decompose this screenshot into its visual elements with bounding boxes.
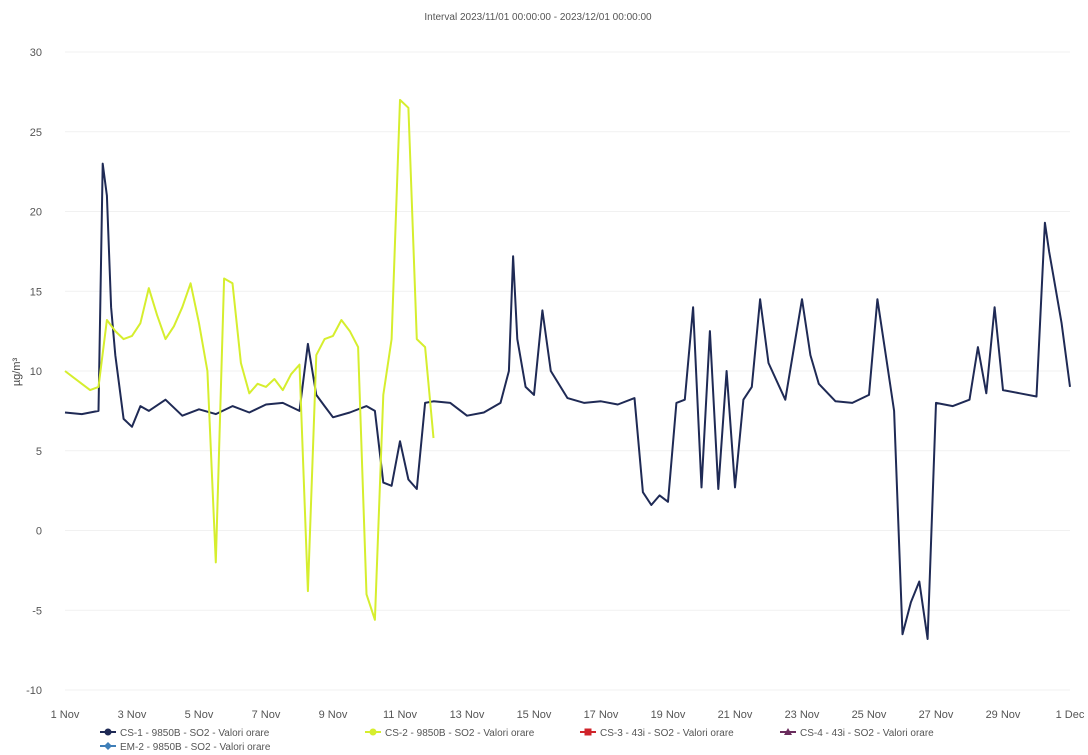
- y-tick-label: 20: [30, 207, 42, 219]
- y-axis-ticks: 30 25 20 15 10 5 0 -5 -10: [26, 47, 42, 697]
- y-tick-label: 15: [30, 286, 42, 298]
- y-tick-label: -10: [26, 685, 42, 697]
- y-tick-label: 0: [36, 526, 42, 538]
- x-tick-label: 5 Nov: [185, 709, 214, 721]
- chart-legend: CS-1 - 9850B - SO2 - Valori orare CS-2 - …: [100, 728, 934, 753]
- x-tick-label: 7 Nov: [252, 709, 281, 721]
- legend-item-2[interactable]: CS-2 - 9850B - SO2 - Valori orare: [365, 728, 535, 739]
- legend-marker-2: [369, 728, 377, 736]
- legend-label: CS-1 - 9850B - SO2 - Valori orare: [120, 728, 270, 739]
- grid-lines: [65, 51, 1070, 691]
- x-tick-label: 3 Nov: [118, 709, 147, 721]
- x-tick-label: 1 Dec: [1056, 709, 1085, 721]
- y-tick-label: 10: [30, 366, 42, 378]
- x-tick-label: 17 Nov: [584, 709, 619, 721]
- series-lines: [64, 98, 1071, 640]
- x-tick-label: 1 Nov: [51, 709, 80, 721]
- x-tick-label: 29 Nov: [986, 709, 1021, 721]
- x-tick-label: 9 Nov: [319, 709, 348, 721]
- legend-marker-4: [784, 728, 792, 735]
- y-axis-label: µg/m³: [11, 357, 23, 386]
- x-tick-label: 13 Nov: [450, 709, 485, 721]
- y-tick-label: 30: [30, 47, 42, 59]
- legend-item-5[interactable]: EM-2 - 9850B - SO2 - Valori orare: [100, 742, 271, 753]
- series-line-2: [64, 98, 435, 621]
- legend-label: EM-2 - 9850B - SO2 - Valori orare: [120, 742, 271, 753]
- legend-label: CS-3 - 43i - SO2 - Valori orare: [600, 728, 734, 739]
- x-tick-label: 15 Nov: [517, 709, 552, 721]
- legend-item-1[interactable]: CS-1 - 9850B - SO2 - Valori orare: [100, 728, 270, 739]
- x-tick-label: 19 Nov: [651, 709, 686, 721]
- y-tick-label: 5: [36, 446, 42, 458]
- legend-item-4[interactable]: CS-4 - 43i - SO2 - Valori orare: [780, 728, 934, 739]
- chart-title: Interval 2023/11/01 00:00:00 - 2023/12/0…: [424, 12, 652, 23]
- y-tick-label: 25: [30, 127, 42, 139]
- x-tick-label: 23 Nov: [785, 709, 820, 721]
- x-tick-label: 27 Nov: [919, 709, 954, 721]
- x-tick-label: 21 Nov: [718, 709, 753, 721]
- x-tick-label: 25 Nov: [852, 709, 887, 721]
- x-tick-label: 11 Nov: [383, 709, 418, 721]
- legend-label: CS-4 - 43i - SO2 - Valori orare: [800, 728, 934, 739]
- y-tick-label: -5: [32, 605, 42, 617]
- legend-marker-5: [104, 742, 112, 750]
- x-axis-ticks: 1 Nov 3 Nov 5 Nov 7 Nov 9 Nov 11 Nov 13 Nov 15 …: [51, 709, 1085, 721]
- legend-marker-1: [104, 728, 112, 736]
- legend-item-3[interactable]: CS-3 - 43i - SO2 - Valori orare: [580, 728, 734, 739]
- series-line-1: [64, 162, 1071, 640]
- legend-label: CS-2 - 9850B - SO2 - Valori orare: [385, 728, 535, 739]
- legend-marker-3: [584, 728, 592, 736]
